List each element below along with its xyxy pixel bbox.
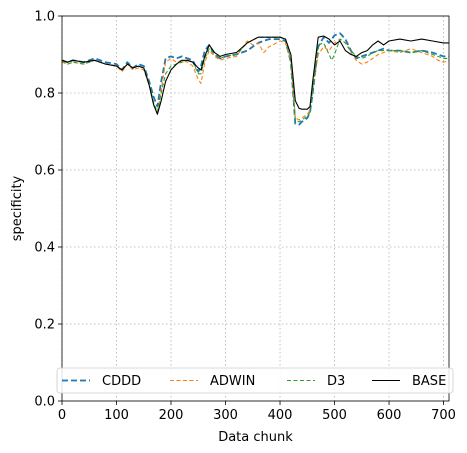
x-tick-label: 500	[322, 408, 347, 423]
y-tick-label: 0.6	[34, 164, 55, 179]
series-line-cddd	[61, 32, 449, 126]
y-tick-label: 0.8	[34, 87, 55, 102]
y-tick-label: 0.4	[34, 241, 55, 256]
x-tick-label: 100	[104, 408, 129, 423]
legend-box	[56, 367, 454, 394]
y-tick-label: 0.2	[34, 318, 55, 333]
x-tick-label: 0	[58, 408, 66, 423]
x-tick-label: 400	[268, 408, 293, 423]
series-group	[61, 32, 450, 126]
legend-label-base: BASE	[412, 374, 446, 389]
y-axis-label: specificity	[10, 175, 25, 241]
y-tick-label: 0.0	[34, 395, 55, 410]
legend-label-adwin: ADWIN	[210, 374, 255, 389]
x-tick-label: 600	[377, 408, 402, 423]
axis-ticks: 0 100 200 300 400 500 600 700 0.0 0.2 0.4 0.6 0.8 1.0	[34, 10, 456, 424]
legend-label-d3: D3	[327, 374, 345, 389]
y-tick-label: 1.0	[34, 10, 55, 25]
plot-frame	[61, 15, 450, 402]
x-tick-label: 300	[213, 408, 238, 423]
x-axis-label: Data chunk	[218, 430, 293, 445]
x-tick-label: 700	[431, 408, 456, 423]
legend: CDDD ADWIN D3 BASE	[56, 367, 454, 394]
legend-label-cddd: CDDD	[102, 374, 141, 389]
series-line-base	[61, 35, 449, 115]
x-tick-label: 200	[159, 408, 184, 423]
